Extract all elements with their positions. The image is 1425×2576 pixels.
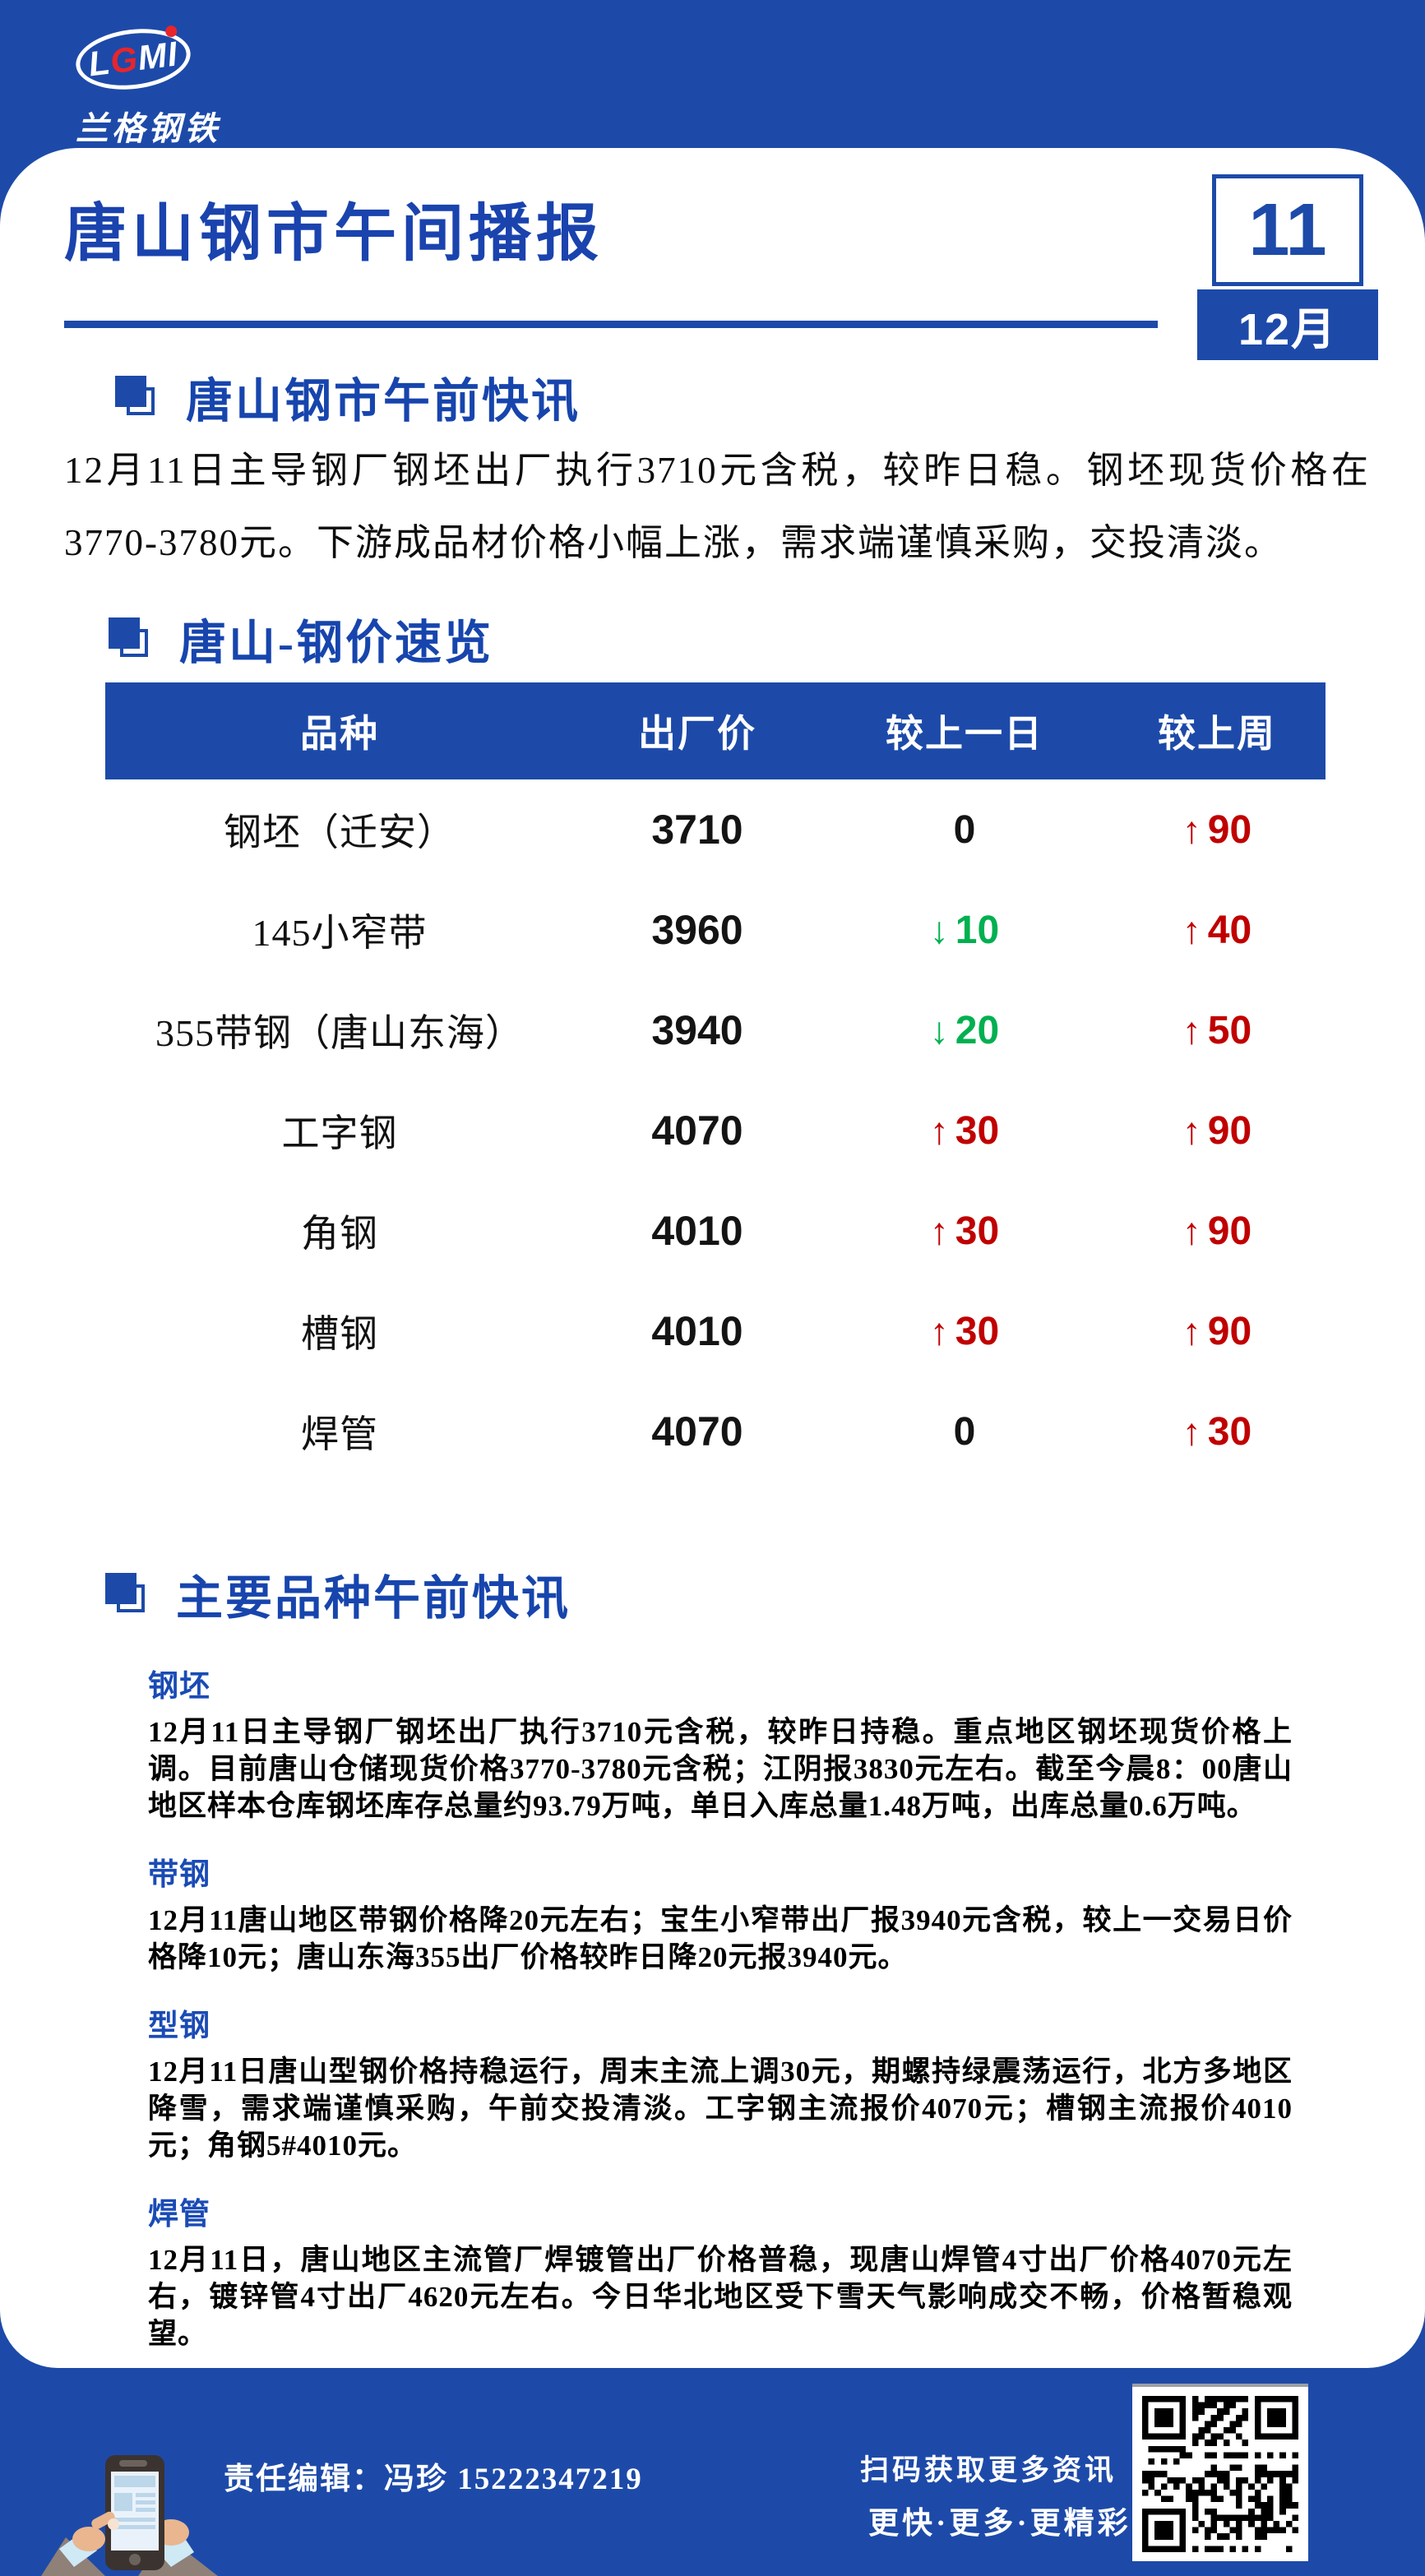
change-arrow-icon: ↑ <box>1182 1108 1201 1152</box>
news-item-label: 焊管 <box>148 2198 211 2231</box>
news-item-body: 12月11日主导钢厂钢坯出厂执行3710元含税，较昨日持稳。重点地区钢坯现货价格… <box>148 1716 1293 1822</box>
cell-week-change: ↑ 90 <box>1182 1209 1252 1253</box>
cell-price: 3960 <box>651 907 743 953</box>
cell-variety: 槽钢 <box>301 1313 378 1355</box>
cell-price: 4070 <box>651 1408 743 1454</box>
section-price-title: 唐山-钢价速览 <box>179 617 493 669</box>
cell-day-change: ↑ 30 <box>929 1108 1000 1153</box>
cell-variety: 钢坯（迁安） <box>224 812 456 853</box>
cell-week-change: ↑ 90 <box>1182 807 1252 852</box>
title-underline <box>64 321 1158 328</box>
cell-variety: 角钢 <box>301 1213 378 1255</box>
change-arrow-icon: ↑ <box>929 1309 949 1353</box>
section-brief-header: 唐山钢市午前快讯 <box>115 363 581 431</box>
col-header-exfactory-price: 出厂价 <box>638 712 756 755</box>
change-arrow-icon: ↑ <box>1182 807 1201 851</box>
hands-holding-phone-illustration <box>41 2450 218 2576</box>
cell-variety: 工字钢 <box>281 1112 398 1154</box>
change-arrow-icon: ↑ <box>1182 1209 1201 1252</box>
news-item: 焊管 12月11日，唐山地区主流管厂焊镀管出厂价格普稳，现唐山焊管4寸出厂价格4… <box>148 2189 1293 2352</box>
qr-caption-line2: 更快·更多·更精彩 <box>868 2507 1131 2541</box>
cell-day-change: 0 <box>953 1409 976 1454</box>
brief-paragraph: 12月11日主导钢厂钢坯出厂执行3710元含税，较昨日稳。钢坯现货价格在3770… <box>64 450 1370 563</box>
square-bullet-icon <box>105 1573 148 1616</box>
news-item-body: 12月11日唐山型钢价格持稳运行，周末主流上调30元，期螺持绿震荡运行，北方多地… <box>148 2056 1293 2162</box>
pointing-finger <box>91 2511 115 2530</box>
qr-code <box>1132 2384 1308 2561</box>
cell-price: 3710 <box>651 807 743 853</box>
col-header-variety: 品种 <box>300 712 379 755</box>
qr-caption-line1: 扫码获取更多资讯 <box>860 2454 1117 2486</box>
cell-day-change: ↑ 30 <box>929 1309 1000 1353</box>
table-row: 145小窄带 3960 ↓ 10 ↑ 40 <box>105 880 1326 980</box>
change-arrow-icon: ↑ <box>1182 1409 1201 1453</box>
cell-price: 4010 <box>651 1208 743 1254</box>
news-item: 钢坯 12月11日主导钢厂钢坯出厂执行3710元含税，较昨日持稳。重点地区钢坯现… <box>148 1661 1293 1824</box>
news-item-label: 型钢 <box>148 2009 211 2043</box>
news-list: 钢坯 12月11日主导钢厂钢坯出厂执行3710元含税，较昨日持稳。重点地区钢坯现… <box>148 1661 1293 2360</box>
cell-week-change: ↑ 90 <box>1182 1108 1252 1153</box>
section-news-header: 主要品种午前快讯 <box>105 1561 571 1628</box>
change-arrow-icon: ↑ <box>929 1209 949 1252</box>
change-arrow-icon: ↑ <box>1182 908 1201 951</box>
table-row: 钢坯（迁安） 3710 0 ↑ 90 <box>105 779 1326 880</box>
cell-day-change: ↑ 30 <box>929 1209 1000 1253</box>
finger-tip <box>108 2518 119 2530</box>
table-row: 槽钢 4010 ↑ 30 ↑ 90 <box>105 1281 1326 1381</box>
col-header-vs-prev-day: 较上一日 <box>886 712 1043 755</box>
cell-week-change: ↑ 30 <box>1182 1409 1252 1454</box>
logo-letters: LGMI <box>86 35 180 84</box>
date-month-badge: 12月 <box>1197 289 1378 360</box>
price-table-header-row: 品种 出厂价 较上一日 较上周 <box>105 682 1326 779</box>
lgmi-logo: LGMI 兰格钢铁 <box>72 22 347 150</box>
content-card: 唐山钢市午间播报 11 12月 唐山钢市午前快讯 12月11日主导钢厂钢坯出厂执… <box>0 148 1425 2368</box>
cell-week-change: ↑ 40 <box>1182 908 1252 952</box>
cell-week-change: ↑ 50 <box>1182 1008 1252 1052</box>
news-item-label: 带钢 <box>148 1858 211 1892</box>
cell-price: 4070 <box>651 1108 743 1154</box>
square-bullet-icon <box>109 617 151 660</box>
change-arrow-icon: ↓ <box>929 1008 949 1052</box>
table-row: 焊管 4070 0 ↑ 30 <box>105 1381 1326 1482</box>
page-title: 唐山钢市午间播报 <box>64 200 604 269</box>
price-table: 品种 出厂价 较上一日 较上周 钢坯（迁安） 3710 0 ↑ 90 145小窄带… <box>105 682 1326 1482</box>
date-day-badge: 11 <box>1212 174 1363 286</box>
cell-variety: 145小窄带 <box>252 912 428 954</box>
section-price-header: 唐山-钢价速览 <box>109 605 493 673</box>
cell-day-change: ↓ 20 <box>929 1008 1000 1052</box>
cell-week-change: ↑ 90 <box>1182 1309 1252 1353</box>
change-arrow-icon: ↑ <box>1182 1008 1201 1052</box>
logo-letter: G <box>108 39 141 81</box>
left-hand <box>72 2527 105 2551</box>
table-row: 355带钢（唐山东海） 3940 ↓ 20 ↑ 50 <box>105 980 1326 1080</box>
news-item-label: 钢坯 <box>148 1670 211 1704</box>
section-brief-title: 唐山钢市午前快讯 <box>186 376 581 428</box>
col-header-vs-prev-week: 较上周 <box>1158 712 1276 755</box>
cell-variety: 焊管 <box>301 1413 378 1455</box>
news-item: 型钢 12月11日唐山型钢价格持稳运行，周末主流上调30元，期螺持绿震荡运行，北… <box>148 2000 1293 2164</box>
editor-credit: 责任编辑：冯珍 15222347219 <box>224 2463 643 2496</box>
table-row: 角钢 4010 ↑ 30 ↑ 90 <box>105 1181 1326 1281</box>
cell-day-change: ↓ 10 <box>929 908 1000 952</box>
change-arrow-icon: ↑ <box>929 1108 949 1152</box>
change-arrow-icon: ↓ <box>929 908 949 951</box>
news-item: 带钢 12月11唐山地区带钢价格降20元左右；宝生小窄带出厂报3940元含税，较… <box>148 1849 1293 1976</box>
section-news-title: 主要品种午前快讯 <box>176 1573 571 1625</box>
news-item-body: 12月11日，唐山地区主流管厂焊镀管出厂价格普稳，现唐山焊管4寸出厂价格4070… <box>148 2244 1293 2350</box>
news-item-body: 12月11唐山地区带钢价格降20元左右；宝生小窄带出厂报3940元含税，较上一交… <box>148 1904 1293 1973</box>
table-row: 工字钢 4070 ↑ 30 ↑ 90 <box>105 1080 1326 1181</box>
phone-home-button <box>129 2554 141 2565</box>
phone-speaker <box>119 2460 147 2467</box>
change-arrow-icon: ↑ <box>1182 1309 1201 1353</box>
square-bullet-icon <box>115 376 158 419</box>
cell-variety: 355带钢（唐山东海） <box>155 1012 524 1054</box>
cell-price: 4010 <box>651 1308 743 1354</box>
price-table-body: 钢坯（迁安） 3710 0 ↑ 90 145小窄带 3960 ↓ 10 ↑ 40 35… <box>105 779 1326 1482</box>
logo-oval-icon: LGMI <box>72 22 194 96</box>
cell-price: 3940 <box>651 1007 743 1053</box>
logo-letter: M <box>135 35 170 78</box>
cell-day-change: 0 <box>953 807 976 852</box>
logo-company-name: 兰格钢铁 <box>76 110 220 147</box>
